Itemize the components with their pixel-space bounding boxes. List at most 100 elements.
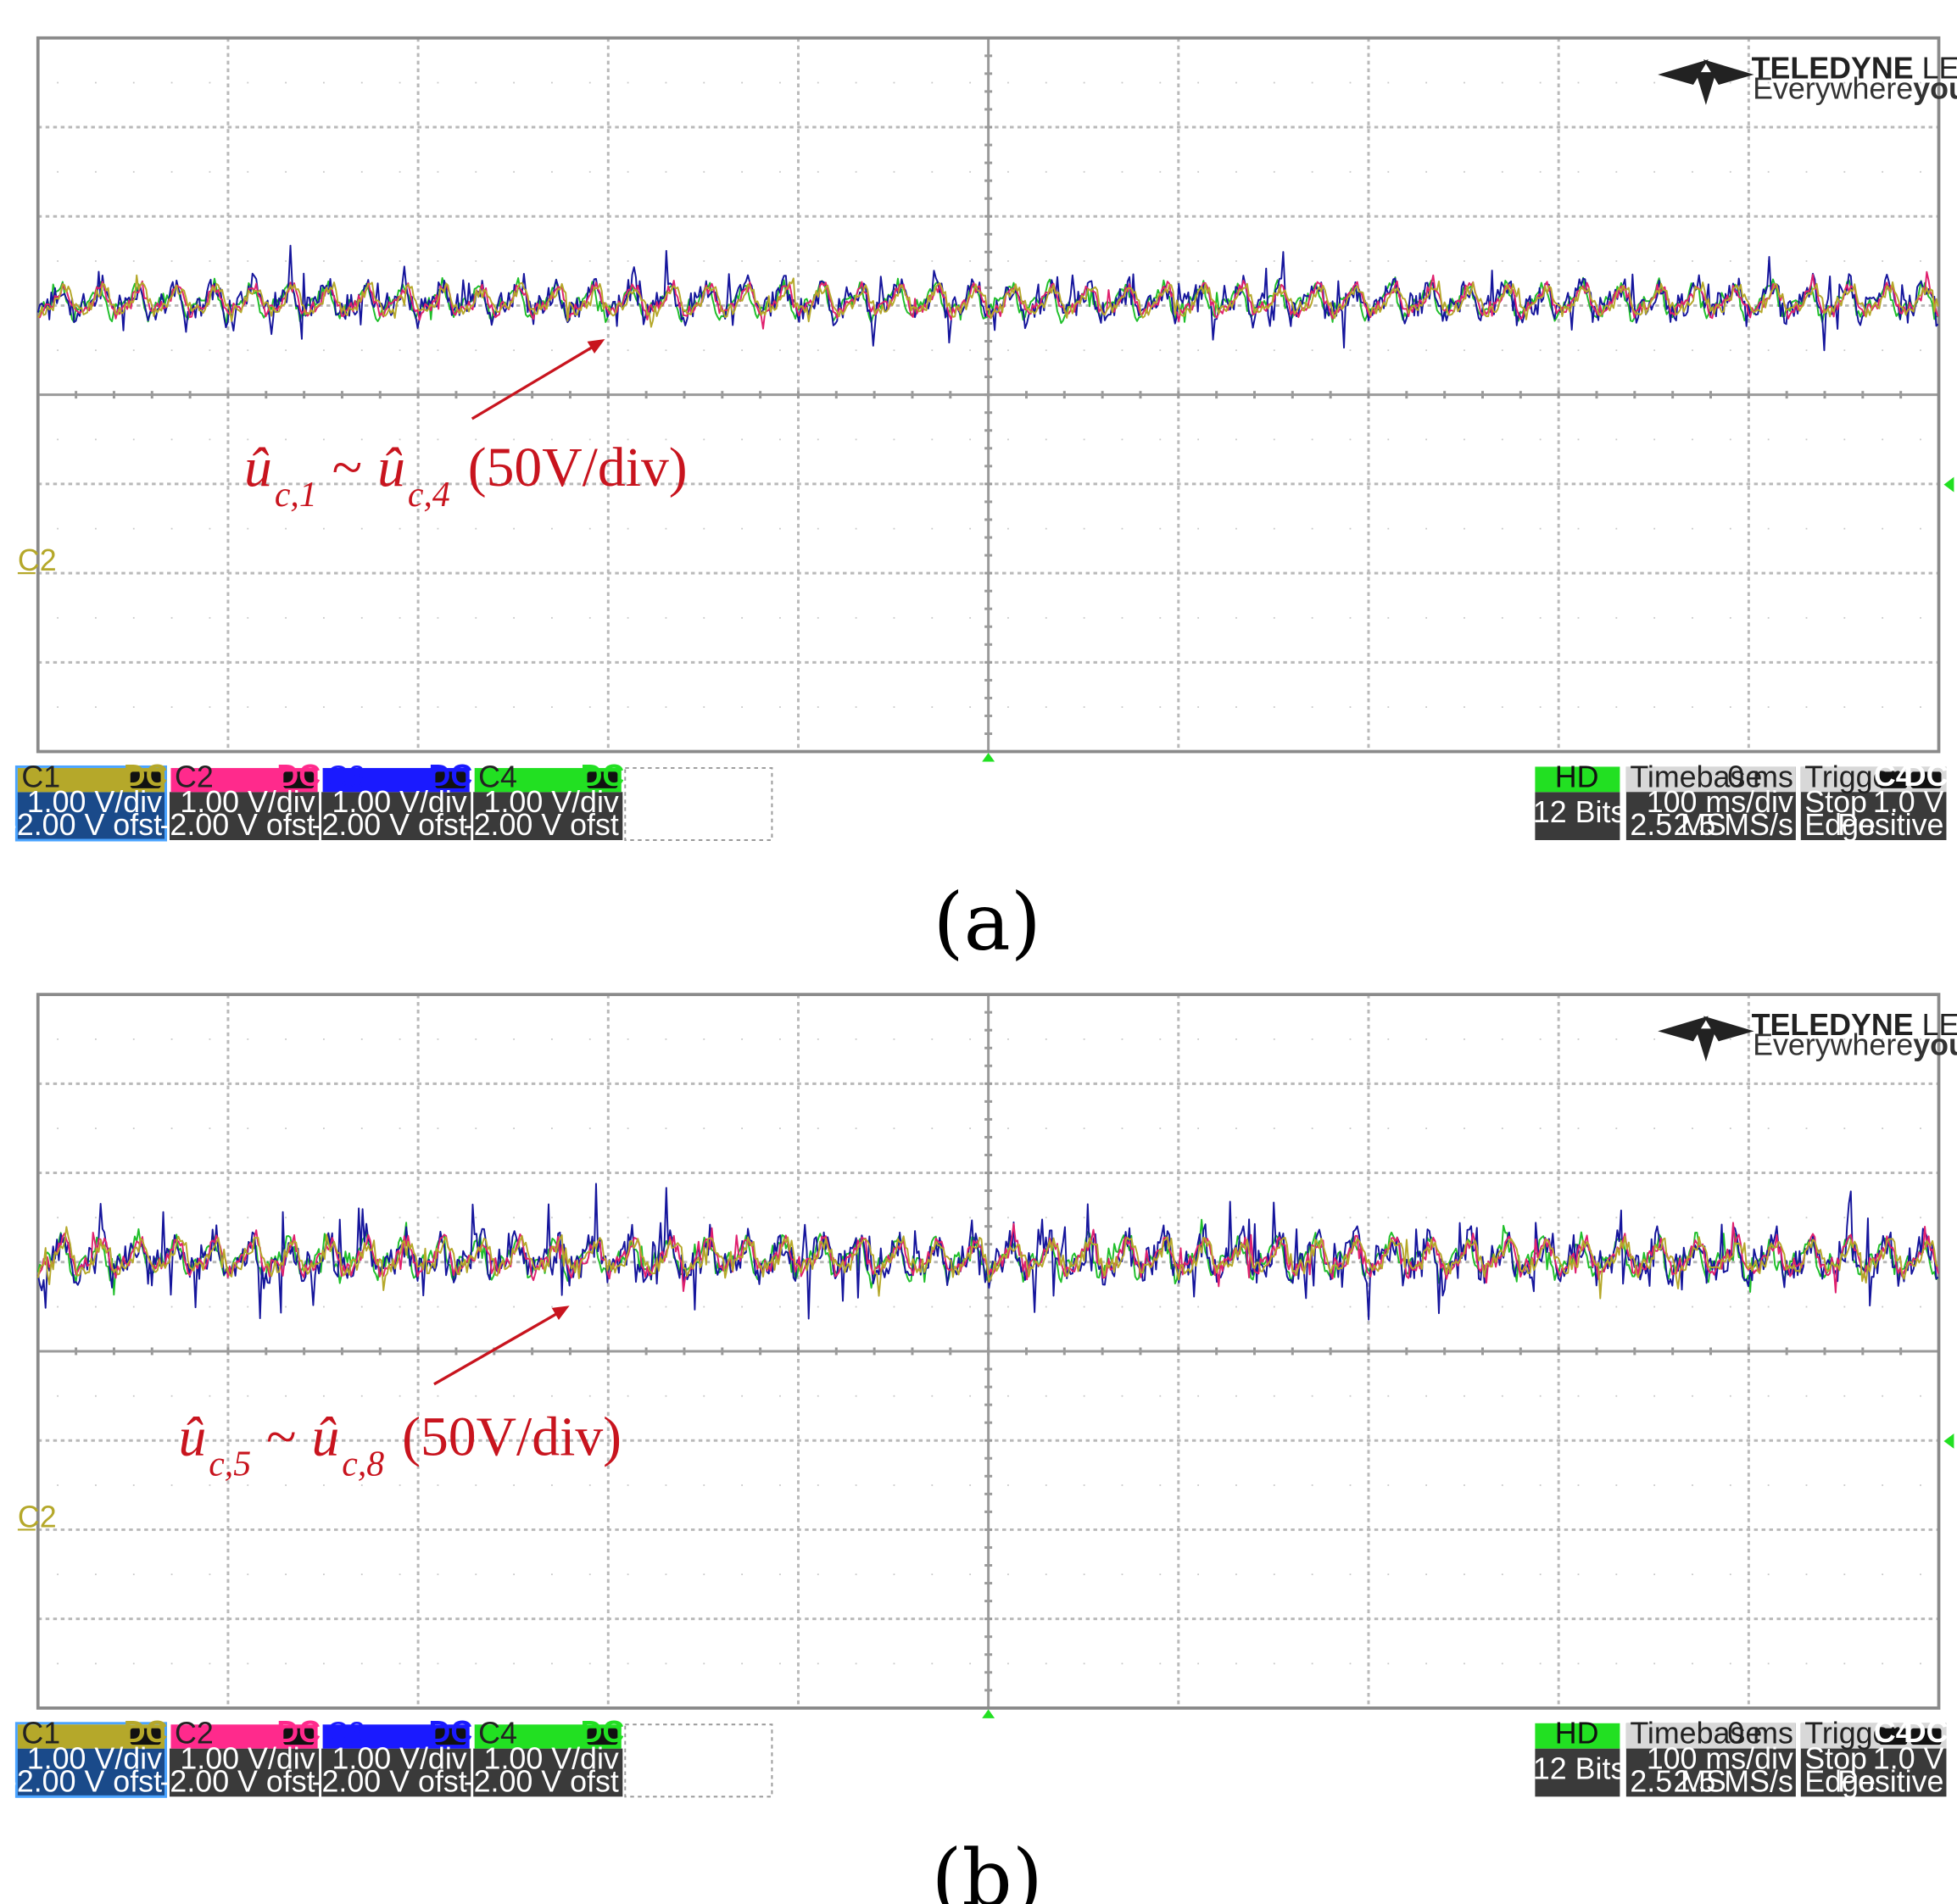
- empty-descriptor-slot[interactable]: [624, 766, 773, 841]
- grid-dot: [1464, 1573, 1465, 1576]
- grid-dot: [665, 1306, 667, 1308]
- channel-descriptor-c4[interactable]: C4 DC1.00 V/div-2.00 V ofst: [464, 1715, 625, 1798]
- grid-dot: [1197, 1216, 1200, 1219]
- channel-coupling: DC: [581, 1715, 625, 1749]
- grid-dot: [209, 1127, 211, 1129]
- grid-dot: [893, 81, 895, 84]
- grid-dot: [588, 170, 591, 173]
- grid-dot: [1387, 1306, 1390, 1308]
- grid-dot: [323, 438, 325, 441]
- grid-dot: [1045, 1395, 1047, 1397]
- grid-dot: [437, 1484, 439, 1486]
- grid-dot: [1159, 81, 1162, 84]
- grid-dot: [1805, 706, 1808, 708]
- grid-dot: [1882, 260, 1884, 262]
- grid-dot: [360, 1127, 363, 1129]
- grid-dot: [817, 1662, 819, 1665]
- grid-dot: [1539, 81, 1542, 84]
- grid-dot: [1843, 81, 1846, 84]
- grid-dot: [665, 706, 667, 708]
- grid-dot: [1349, 706, 1352, 708]
- grid-dot: [1464, 527, 1465, 530]
- trigger-level-marker: [1943, 476, 1954, 493]
- grid-dot: [893, 1216, 895, 1219]
- grid-dot: [1501, 527, 1503, 530]
- grid-dot: [817, 527, 819, 530]
- channel-descriptor-c2[interactable]: C2 DC1.00 V/div-2.00 V ofst: [159, 1715, 321, 1798]
- grid-dot: [779, 170, 781, 173]
- grid-dot: [1767, 1216, 1770, 1219]
- grid-dot: [551, 438, 553, 441]
- trigger-source: C4: [1874, 759, 1913, 793]
- grid-dot: [779, 1484, 781, 1486]
- empty-descriptor-slot[interactable]: [624, 1723, 773, 1798]
- channel-descriptor-c4[interactable]: C4 DC1.00 V/div-2.00 V ofst: [464, 759, 625, 842]
- grid-dot: [741, 349, 744, 352]
- channel-descriptor-c1[interactable]: C1 DC1.00 V/div-2.00 V ofst: [7, 759, 168, 842]
- grid-dot: [1349, 527, 1352, 530]
- grid-dot: [285, 81, 287, 84]
- grid-dot: [1425, 170, 1428, 173]
- channel-body: [169, 1748, 320, 1797]
- channel-descriptor-c2[interactable]: C2 DC1.00 V/div-2.00 V ofst: [159, 759, 321, 842]
- grid-dot: [1805, 81, 1808, 84]
- channel-scale: 1.00 V/div: [180, 1742, 315, 1776]
- grid-dot: [551, 260, 553, 262]
- grid-dot: [855, 349, 857, 352]
- grid-dot: [855, 1484, 857, 1486]
- grid-dot: [1539, 706, 1542, 708]
- channel-name: C1: [21, 1717, 60, 1751]
- channel-descriptor-c3[interactable]: C3 DC1.00 V/div-2.00 V ofst: [312, 759, 473, 842]
- grid-dot: [360, 1484, 363, 1486]
- trigger-mode: Stop: [1804, 1742, 1867, 1776]
- channel-scale: 1.00 V/div: [332, 785, 466, 819]
- grid-dot: [893, 260, 895, 262]
- grid-dot: [1159, 349, 1162, 352]
- grid-dot: [1007, 1038, 1009, 1040]
- trigger-time-marker: [982, 1709, 995, 1718]
- grid-dot: [893, 706, 895, 708]
- grid-dot: [247, 1395, 249, 1397]
- grid-dot: [1273, 1573, 1275, 1576]
- channel-coupling: DC: [428, 1715, 472, 1749]
- grid-dot: [57, 527, 59, 530]
- grid-dot: [170, 1216, 173, 1219]
- grid-dot: [1387, 1038, 1390, 1040]
- grid-dot: [1045, 616, 1047, 619]
- grid-dot: [1653, 1127, 1656, 1129]
- grid-dot: [1692, 170, 1693, 173]
- grid-dot: [1349, 349, 1352, 352]
- grid-dot: [170, 1038, 173, 1040]
- grid-dot: [1539, 260, 1542, 262]
- grid-dot: [1159, 1395, 1162, 1397]
- grid-dot: [170, 170, 173, 173]
- grid-dot: [170, 438, 173, 441]
- grid-dot: [247, 81, 249, 84]
- grid-dot: [1045, 1127, 1047, 1129]
- grid-dot: [209, 706, 211, 708]
- grid-dot: [817, 1127, 819, 1129]
- grid-dot: [95, 527, 97, 530]
- traces: [36, 1183, 1939, 1321]
- grid-dot: [1767, 1395, 1770, 1397]
- grid-dot: [1539, 438, 1542, 441]
- grid-dot: [1577, 616, 1580, 619]
- ground-marker-label: C2: [18, 1500, 57, 1534]
- channel-descriptor-c3[interactable]: C3 DC1.00 V/div-2.00 V ofst: [312, 1715, 473, 1798]
- timebase-div: 100 ms/div: [1647, 1742, 1793, 1776]
- grid-dot: [588, 1573, 591, 1576]
- channel-descriptor-c1[interactable]: C1 DC1.00 V/div-2.00 V ofst: [7, 1715, 168, 1798]
- grid-dot: [1083, 260, 1085, 262]
- grid-dot: [969, 260, 972, 262]
- annotation-unit: (50V/div): [402, 1406, 622, 1467]
- grid-dot: [132, 706, 135, 708]
- channel-offset: -2.00 V ofst: [464, 1764, 619, 1798]
- grid-dot: [1464, 170, 1465, 173]
